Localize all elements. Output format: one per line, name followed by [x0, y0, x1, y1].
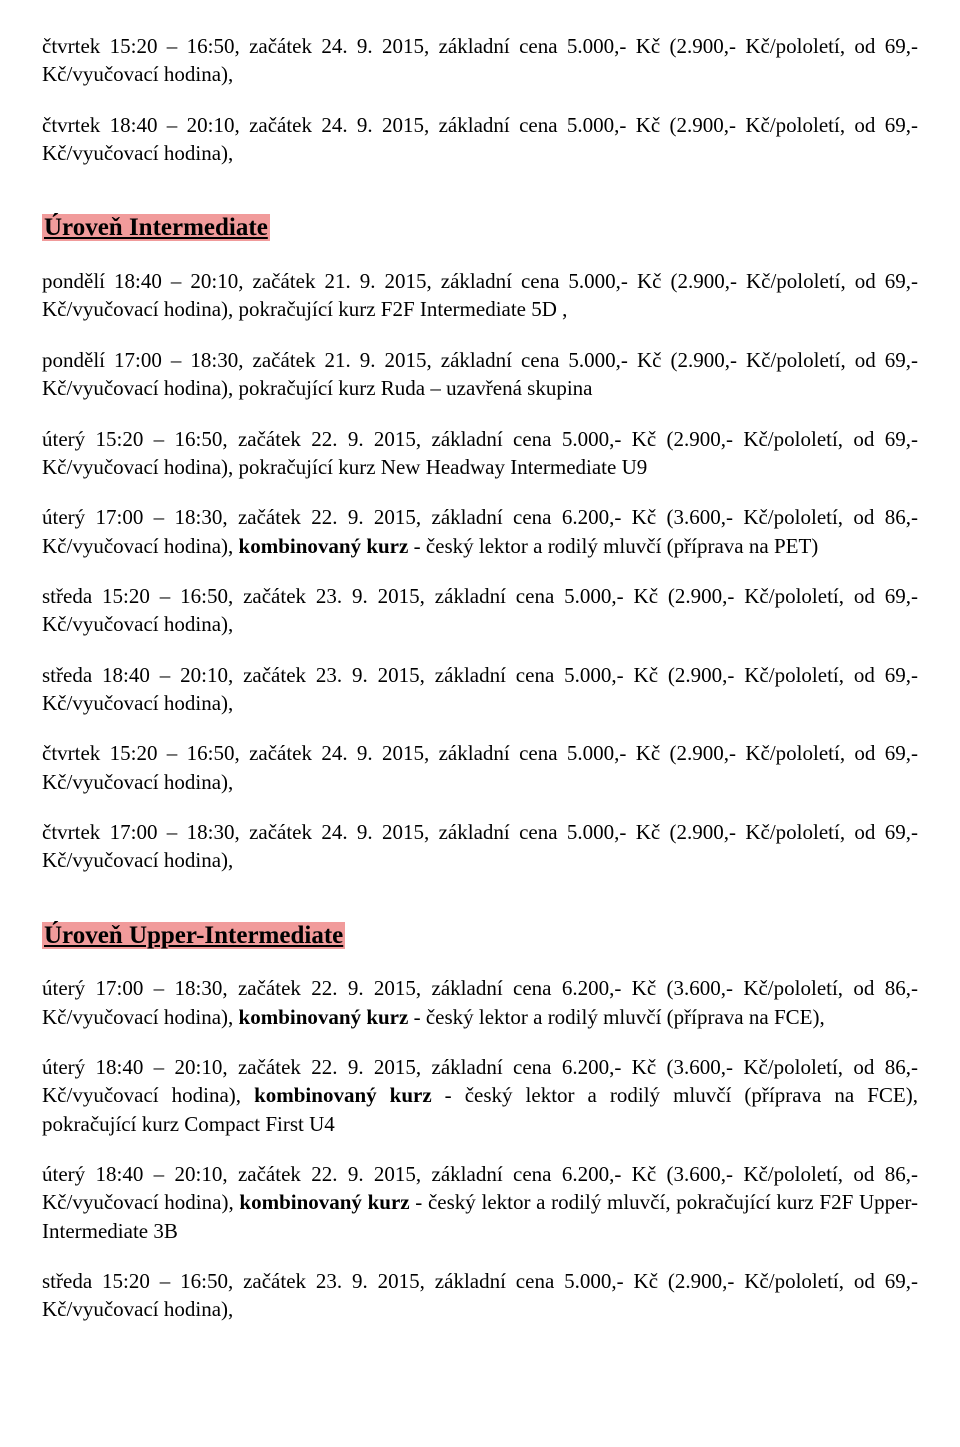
- course-entry: úterý 18:40 – 20:10, začátek 22. 9. 2015…: [42, 1160, 918, 1245]
- course-bold-label: kombinovaný kurz: [239, 1190, 409, 1214]
- course-bold-label: kombinovaný kurz: [254, 1083, 432, 1107]
- course-entry: úterý 18:40 – 20:10, začátek 22. 9. 2015…: [42, 1053, 918, 1138]
- course-entry: čtvrtek 15:20 – 16:50, začátek 24. 9. 20…: [42, 32, 918, 89]
- course-entry: středa 15:20 – 16:50, začátek 23. 9. 201…: [42, 582, 918, 639]
- course-entry: středa 18:40 – 20:10, začátek 23. 9. 201…: [42, 661, 918, 718]
- course-bold-label: kombinovaný kurz: [239, 1005, 409, 1029]
- course-entry: pondělí 18:40 – 20:10, začátek 21. 9. 20…: [42, 267, 918, 324]
- course-entry: čtvrtek 17:00 – 18:30, začátek 24. 9. 20…: [42, 818, 918, 875]
- section-heading-upper-intermediate: Úroveň Upper-Intermediate: [42, 922, 345, 949]
- course-entry: středa 15:20 – 16:50, začátek 23. 9. 201…: [42, 1267, 918, 1324]
- section-heading-intermediate: Úroveň Intermediate: [42, 214, 270, 241]
- course-entry: úterý 17:00 – 18:30, začátek 22. 9. 2015…: [42, 503, 918, 560]
- course-text: - český lektor a rodilý mluvčí (příprava…: [408, 1005, 824, 1029]
- course-entry: úterý 15:20 – 16:50, začátek 22. 9. 2015…: [42, 425, 918, 482]
- course-text: - český lektor a rodilý mluvčí (příprava…: [408, 534, 818, 558]
- section-heading-wrap: Úroveň Intermediate: [42, 211, 918, 245]
- course-entry: čtvrtek 15:20 – 16:50, začátek 24. 9. 20…: [42, 739, 918, 796]
- course-entry: pondělí 17:00 – 18:30, začátek 21. 9. 20…: [42, 346, 918, 403]
- course-entry: čtvrtek 18:40 – 20:10, začátek 24. 9. 20…: [42, 111, 918, 168]
- course-bold-label: kombinovaný kurz: [239, 534, 409, 558]
- section-heading-wrap: Úroveň Upper-Intermediate: [42, 919, 918, 953]
- course-entry: úterý 17:00 – 18:30, začátek 22. 9. 2015…: [42, 974, 918, 1031]
